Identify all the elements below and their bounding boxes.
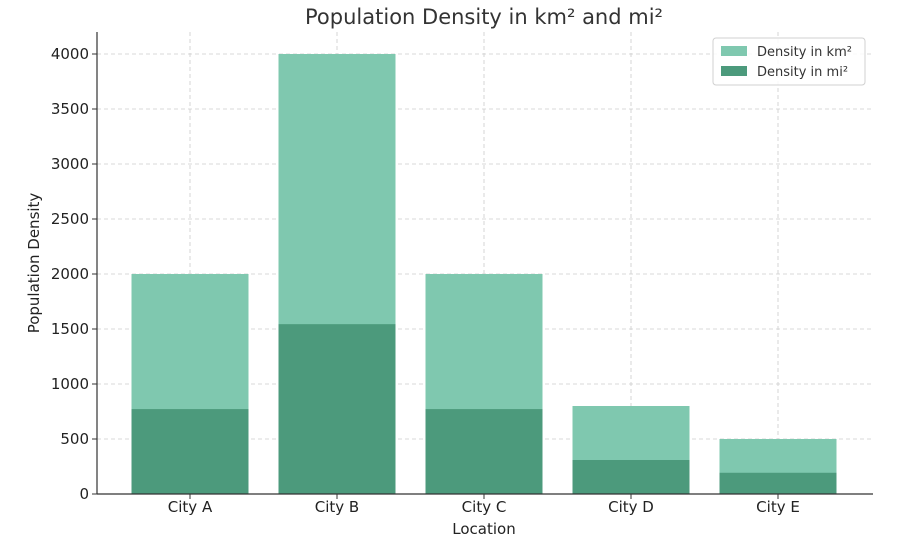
y-tick-label: 2000: [51, 265, 89, 283]
legend: Density in km² Density in mi²: [712, 37, 866, 86]
x-tick-label: City E: [756, 498, 800, 516]
x-tick-label: City B: [315, 498, 359, 516]
x-tick-label: City D: [608, 498, 654, 516]
bar-mi2-2: [278, 324, 396, 494]
y-tick-label: 4000: [51, 45, 89, 63]
legend-box: [712, 37, 866, 86]
y-tick-label: 1000: [51, 375, 89, 393]
bars: [131, 54, 837, 494]
legend-swatch: [721, 66, 747, 76]
bar-mi2-5: [719, 472, 837, 494]
legend-label: Density in km²: [757, 45, 852, 60]
bar-mi2-4: [572, 460, 690, 494]
y-axis-title: Population Density: [25, 193, 43, 334]
axes: [92, 32, 873, 499]
y-tick-label: 500: [60, 430, 89, 448]
chart-title: Population Density in km² and mi²: [305, 5, 663, 29]
y-tick-label: 2500: [51, 210, 89, 228]
y-tick-label: 0: [79, 485, 89, 503]
legend-label: Density in mi²: [757, 65, 848, 80]
x-axis-title: Location: [452, 520, 515, 538]
bar-mi2-3: [425, 409, 543, 494]
tick-labels: 0 500 1000 1500 2000 2500 3000 3500 4000 City A Ci…: [51, 45, 800, 516]
y-tick-label: 1500: [51, 320, 89, 338]
x-tick-label: City C: [462, 498, 507, 516]
bar-mi2-1: [131, 409, 249, 494]
y-tick-label: 3500: [51, 100, 89, 118]
x-tick-label: City A: [168, 498, 213, 516]
y-tick-label: 3000: [51, 155, 89, 173]
legend-swatch: [721, 46, 747, 56]
